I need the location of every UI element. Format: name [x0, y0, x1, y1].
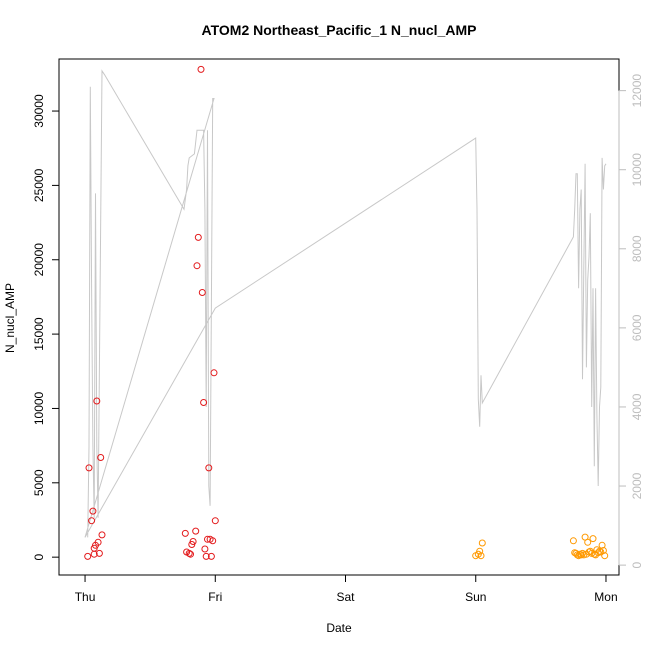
orange-point [569, 537, 577, 545]
x-axis: Thu Fri Sat Sun Mon [75, 574, 618, 604]
y2-tick-label: 4000 [630, 393, 644, 420]
red-point [89, 507, 97, 515]
red-point [194, 233, 202, 241]
red-point [98, 531, 106, 539]
red-point [85, 464, 93, 472]
y2-tick-label: 8000 [630, 235, 644, 262]
red-point [200, 399, 208, 406]
x-tick-label: Sat [337, 590, 356, 604]
orange-point [584, 538, 592, 546]
y-tick-label: 5000 [32, 469, 46, 496]
red-point [84, 552, 92, 560]
plot-frame [58, 58, 620, 576]
orange-point [477, 552, 485, 560]
orange-point [577, 551, 585, 559]
red-point [210, 369, 218, 377]
x-tick-label: Sun [465, 590, 486, 604]
red-point [209, 537, 217, 545]
red-point [189, 538, 197, 545]
red-point [185, 549, 193, 557]
red-point [88, 517, 96, 525]
red-point [187, 550, 194, 558]
red-point [198, 289, 206, 296]
x-tick-label: Fri [208, 590, 222, 604]
x-tick-label: Thu [75, 590, 96, 604]
gray-line-layer [84, 69, 607, 538]
y2-tick-label: 10000 [630, 153, 644, 187]
y-axis-right: 0 2000 4000 6000 8000 10000 12000 [618, 74, 644, 568]
red-point [202, 552, 210, 560]
points-layer [84, 65, 609, 560]
red-point [197, 65, 205, 73]
red-point [207, 552, 215, 560]
orange-point [599, 547, 607, 554]
orange-point [579, 549, 586, 557]
red-point [95, 549, 103, 557]
red-point [94, 538, 102, 546]
x-axis-label: Date [326, 621, 352, 635]
y-axis-left: 0 5000 10000 15000 20000 25000 30000 [32, 94, 60, 560]
red-point [181, 529, 189, 537]
y2-tick-label: 2000 [630, 472, 644, 499]
y-tick-label: 25000 [32, 168, 46, 202]
red-point [201, 545, 209, 553]
red-point [193, 262, 201, 270]
gray-series-line [84, 69, 607, 538]
red-point [211, 517, 219, 525]
orange-point [598, 541, 606, 549]
orange-point [601, 552, 609, 560]
red-point [192, 527, 200, 535]
y-tick-label: 0 [32, 553, 46, 560]
orange-point [596, 547, 603, 555]
orange-point [478, 539, 486, 547]
red-point [90, 550, 98, 558]
y-tick-label: 15000 [32, 317, 46, 351]
x-tick-label: Mon [594, 590, 617, 604]
chart-title: ATOM2 Northeast_Pacific_1 N_nucl_AMP [202, 22, 477, 38]
y-tick-label: 30000 [32, 94, 46, 128]
y2-tick-label: 6000 [630, 314, 644, 341]
red-point [205, 464, 213, 472]
y-tick-label: 10000 [32, 391, 46, 425]
orange-point [589, 535, 597, 543]
red-point [93, 397, 101, 405]
orange-point [476, 547, 484, 555]
y-axis-label: N_nucl_AMP [3, 283, 17, 353]
y-tick-label: 20000 [32, 243, 46, 277]
red-point [97, 454, 105, 461]
y2-tick-label: 12000 [630, 74, 644, 108]
y2-tick-label: 0 [630, 561, 644, 568]
